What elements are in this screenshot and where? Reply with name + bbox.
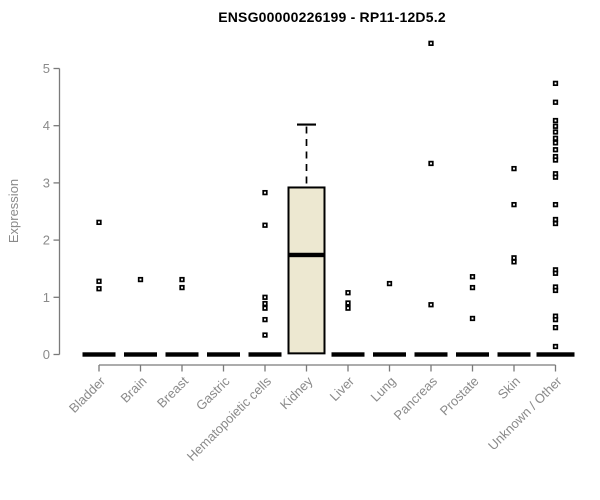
x-category-label: Brain [118, 374, 150, 406]
y-tick-label: 3 [43, 175, 50, 190]
outlier-point [179, 284, 185, 291]
median-line-zero [165, 352, 199, 357]
outlier-point [469, 284, 476, 291]
outlier-point [469, 274, 476, 280]
outlier-point [552, 216, 559, 223]
median-line-zero [82, 352, 116, 357]
box [287, 186, 326, 355]
outlier-point [345, 305, 351, 311]
y-tick-label: 2 [43, 233, 50, 248]
outlier-point [552, 316, 559, 323]
outlier-point [428, 40, 434, 46]
y-tick-label: 1 [43, 290, 50, 305]
outlier-point [552, 135, 559, 141]
outlier-point [428, 302, 434, 308]
median-line-zero [414, 352, 448, 357]
outlier-point [552, 129, 559, 135]
outlier-point [552, 99, 559, 105]
x-category-label: Lung [368, 374, 399, 405]
y-tick-label: 4 [43, 118, 50, 133]
outlier-point [552, 174, 559, 180]
outlier-point [262, 189, 268, 196]
median-line-zero [248, 352, 282, 357]
outlier-point [511, 165, 517, 172]
outlier-point [511, 201, 517, 208]
median-line-zero [124, 352, 157, 357]
x-category-label: Gastric [193, 373, 233, 413]
y-tick-label: 0 [43, 347, 50, 362]
outlier-point [511, 255, 517, 261]
outlier-point [262, 222, 268, 228]
outlier-point [552, 201, 559, 208]
outlier-point [96, 219, 102, 226]
outlier-point [552, 270, 559, 276]
outlier-point [96, 286, 102, 292]
outlier-point [511, 259, 517, 265]
x-category-label: Liver [327, 373, 358, 404]
outlier-point [262, 332, 268, 338]
outlier-point [552, 147, 559, 153]
x-category-label: Kidney [277, 373, 316, 412]
median-line-zero [331, 352, 365, 357]
outlier-point [179, 276, 185, 283]
outlier-point [345, 300, 351, 306]
outlier-point [552, 123, 559, 129]
outlier-point [96, 278, 102, 284]
outlier-point [262, 294, 268, 300]
outlier-point [552, 287, 559, 294]
outlier-point [552, 140, 559, 146]
outlier-point [469, 315, 476, 322]
x-category-label: Prostate [437, 374, 482, 419]
x-category-label: Skin [495, 374, 523, 402]
outlier-point [137, 276, 144, 283]
outlier-point [262, 316, 268, 323]
outlier-point [345, 290, 351, 296]
x-category-label: Unknown / Other [485, 373, 565, 453]
median-line [288, 252, 325, 258]
x-category-label: Pancreas [391, 373, 441, 423]
outlier-point [552, 324, 559, 331]
outlier-point [552, 343, 559, 350]
median-line-zero [536, 352, 575, 357]
x-category-label: Breast [154, 373, 191, 410]
outlier-point [262, 305, 268, 311]
outlier-point [428, 160, 434, 167]
y-tick-label: 5 [43, 61, 50, 76]
median-line-zero [207, 352, 240, 357]
outlier-point [386, 280, 393, 287]
median-line-zero [497, 352, 531, 357]
outlier-point [552, 220, 559, 227]
median-line-zero [373, 352, 406, 357]
chart-title: ENSG00000226199 - RP11-12D5.2 [218, 9, 446, 25]
outlier-point [552, 80, 559, 87]
outlier-point [552, 157, 559, 163]
median-line-zero [456, 352, 489, 357]
outlier-point [552, 117, 559, 124]
outlier-point [262, 300, 268, 307]
x-category-label: Bladder [66, 373, 109, 416]
